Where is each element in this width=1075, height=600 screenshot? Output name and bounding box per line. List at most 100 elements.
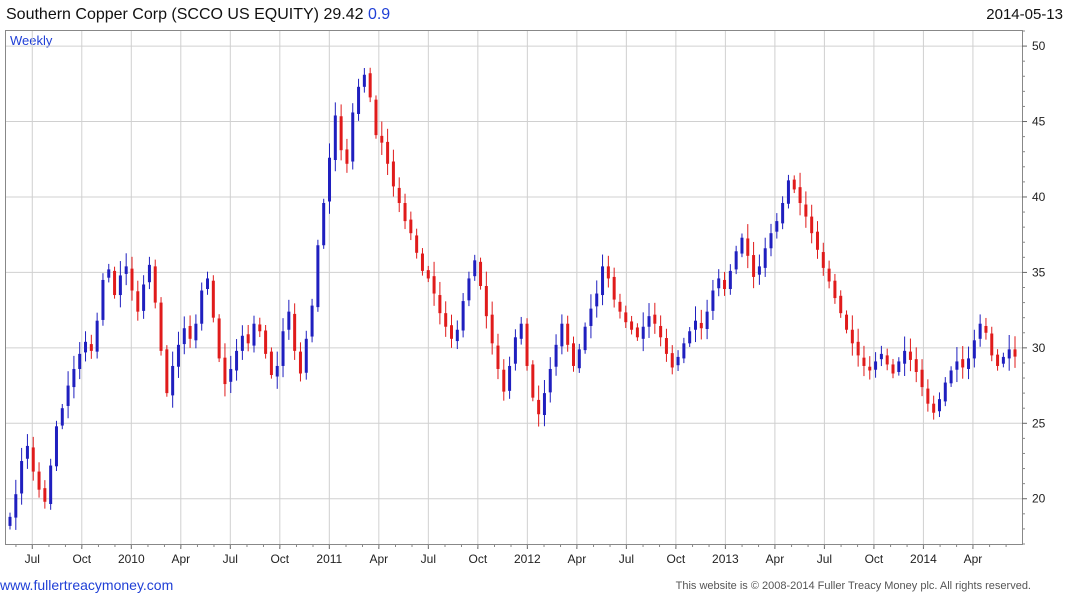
- x-tick-label: Apr: [964, 552, 983, 566]
- candle: [252, 315, 256, 353]
- candle: [781, 196, 785, 230]
- candle-body: [368, 73, 372, 98]
- candle-body: [357, 86, 361, 114]
- candle: [275, 351, 279, 389]
- candle-body: [467, 278, 471, 301]
- candle: [415, 228, 419, 259]
- candle: [769, 223, 773, 257]
- candle: [322, 198, 326, 249]
- y-tick-label: 45: [1032, 115, 1046, 129]
- candle: [955, 347, 959, 383]
- candle: [165, 345, 169, 397]
- candle: [339, 104, 343, 161]
- candle: [531, 360, 535, 402]
- candle: [833, 273, 837, 304]
- candle: [757, 254, 761, 285]
- candle-body: [810, 216, 814, 234]
- candle: [891, 358, 895, 379]
- candle: [351, 103, 355, 170]
- candle-body: [84, 341, 88, 353]
- x-tick-label: 2012: [514, 552, 541, 566]
- candle: [519, 316, 523, 345]
- candle: [8, 512, 12, 530]
- candle: [72, 355, 76, 399]
- candle: [595, 280, 599, 318]
- candle-body: [589, 308, 593, 326]
- y-tick-label: 30: [1032, 341, 1046, 355]
- candle-body: [159, 302, 163, 351]
- candle-body: [316, 245, 320, 308]
- x-tick-label: Jul: [817, 552, 832, 566]
- candle: [409, 211, 413, 241]
- candle: [171, 351, 175, 408]
- candle-body: [856, 341, 860, 356]
- candle-body: [560, 323, 564, 347]
- candle-body: [450, 325, 454, 339]
- candle: [537, 385, 541, 427]
- x-tick-label: Oct: [270, 552, 289, 566]
- candle-body: [1001, 356, 1005, 364]
- candle: [967, 346, 971, 380]
- candle: [281, 318, 285, 378]
- candle-body: [293, 313, 297, 351]
- x-tick-label: 2010: [118, 552, 145, 566]
- candle: [84, 331, 88, 362]
- candle: [728, 264, 732, 295]
- candle: [269, 347, 273, 379]
- candle: [693, 306, 697, 343]
- candle-body: [310, 305, 314, 337]
- candle-body: [101, 279, 105, 320]
- candle-body: [920, 369, 924, 388]
- candle: [711, 279, 715, 320]
- candle-body: [874, 361, 878, 370]
- x-tick-label: Oct: [667, 552, 686, 566]
- candle-body: [380, 135, 384, 143]
- candle-body: [409, 219, 413, 234]
- candle: [60, 403, 64, 430]
- x-tick-label: Apr: [369, 552, 388, 566]
- candle: [142, 275, 146, 319]
- candle: [624, 305, 628, 328]
- candle: [147, 256, 151, 290]
- candle-body: [182, 328, 186, 345]
- candle: [316, 239, 320, 312]
- candle-body: [217, 318, 221, 359]
- candle-body: [473, 260, 477, 277]
- candle-body: [206, 278, 210, 290]
- candle-body: [850, 329, 854, 344]
- candle: [450, 314, 454, 348]
- candle-body: [8, 516, 12, 526]
- candle: [949, 366, 953, 387]
- candle-body: [792, 179, 796, 190]
- candle: [746, 224, 750, 269]
- candle: [542, 380, 546, 427]
- candle: [583, 322, 587, 354]
- candle: [786, 174, 790, 209]
- candle: [246, 324, 250, 352]
- site-link[interactable]: www.fullertreacymoney.com: [0, 577, 174, 593]
- candle: [827, 260, 831, 289]
- candle: [740, 233, 744, 258]
- candle-body: [606, 266, 610, 279]
- candle: [548, 357, 552, 403]
- chart-title: Southern Copper Corp (SCCO US EQUITY) 29…: [6, 6, 390, 24]
- candle: [31, 436, 35, 481]
- candle-body: [136, 291, 140, 312]
- candle: [113, 266, 117, 299]
- candle: [682, 337, 686, 364]
- candle: [374, 95, 378, 139]
- candle-body: [287, 311, 291, 330]
- candle-body: [60, 408, 64, 426]
- candle-body: [519, 323, 523, 339]
- candle: [345, 138, 349, 173]
- candle-body: [746, 238, 750, 256]
- candle: [688, 327, 692, 347]
- candle-body: [490, 314, 494, 344]
- candle: [101, 273, 105, 326]
- candle-body: [612, 276, 616, 300]
- candle: [426, 265, 430, 283]
- candle: [850, 315, 854, 356]
- candle-body: [229, 368, 233, 382]
- x-tick-label: 2013: [712, 552, 739, 566]
